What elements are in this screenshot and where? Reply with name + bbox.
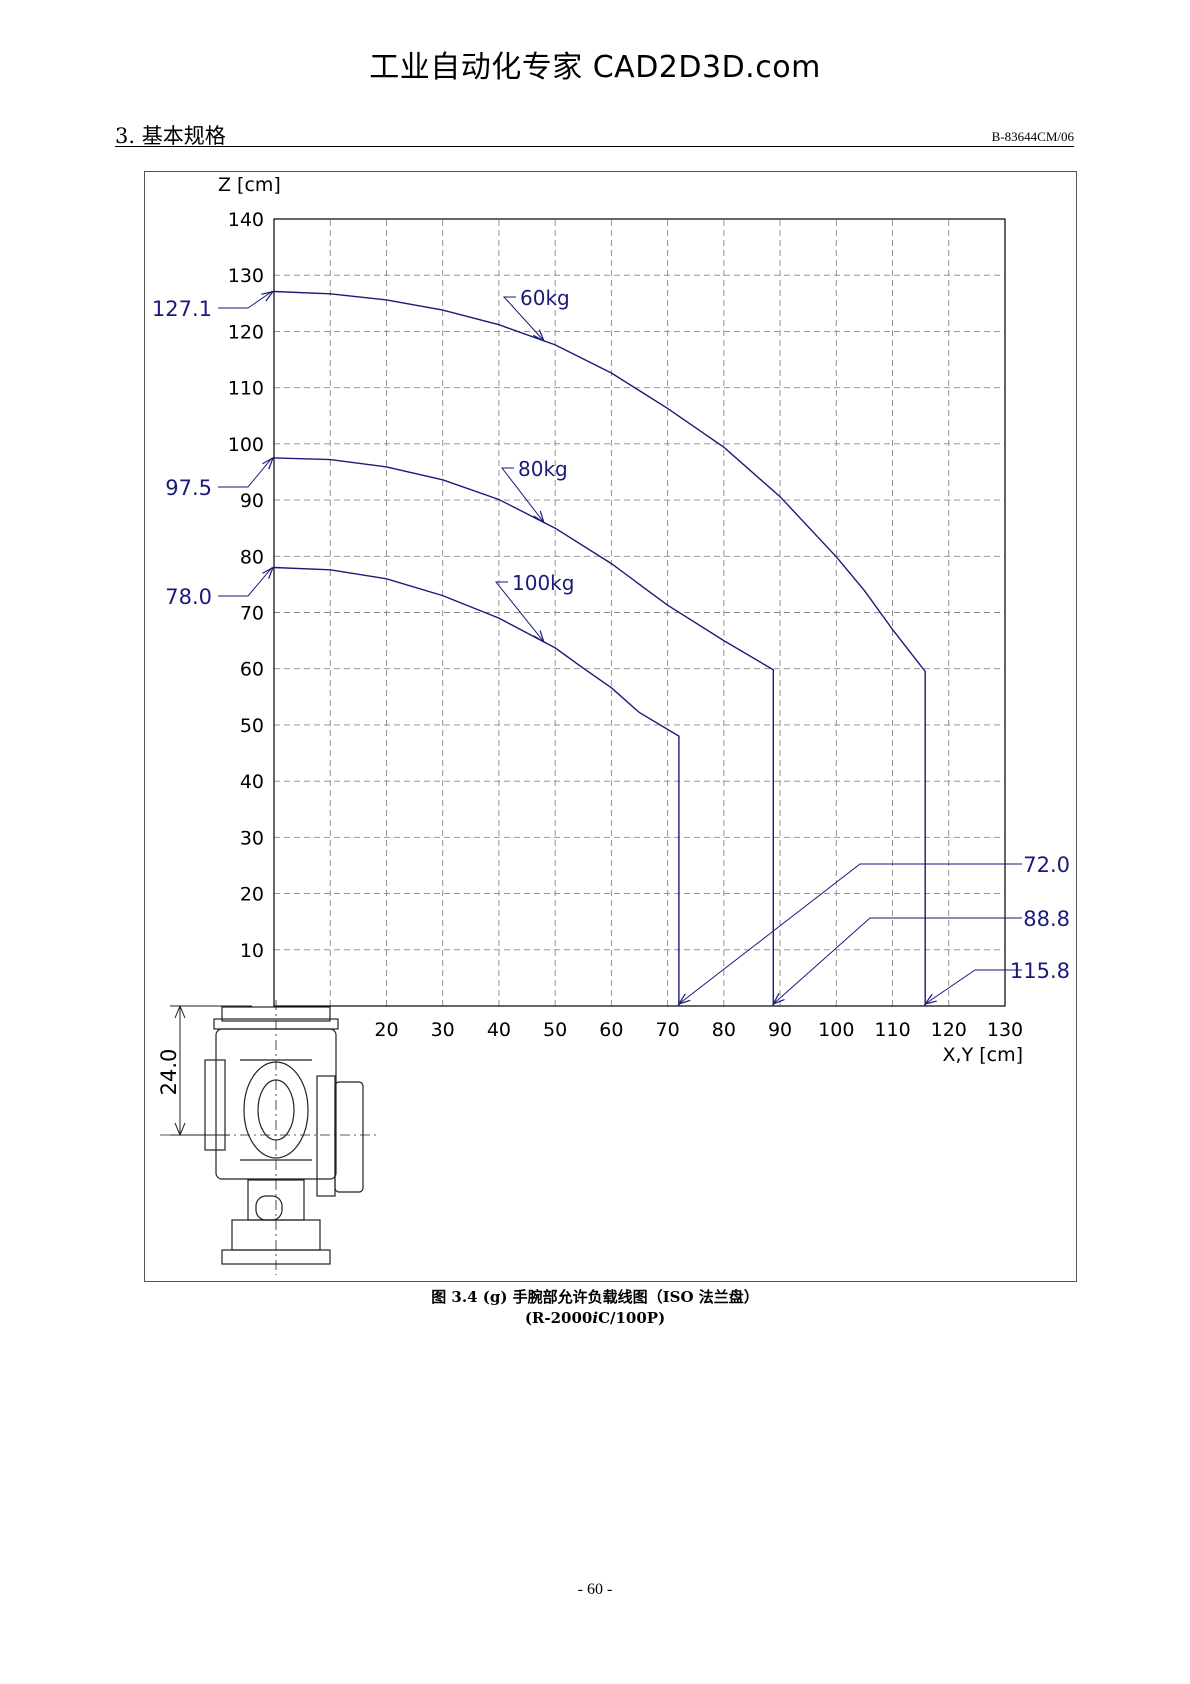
y-tick-label: 10 — [240, 940, 264, 962]
reach-arrow — [772, 993, 785, 1006]
caption-italic: i — [592, 1309, 599, 1327]
curve-60kg — [273, 290, 926, 1006]
reach-leader — [678, 863, 1022, 1005]
wrist-drawing — [160, 1000, 380, 1275]
series-label-leader — [502, 296, 545, 342]
reach-leader — [772, 917, 1022, 1005]
z-max-label: 127.1 — [152, 297, 212, 321]
y-tick-label: 110 — [228, 378, 264, 400]
curve-80kg — [273, 457, 774, 1006]
x-tick-label: 50 — [543, 1019, 567, 1041]
x-tick-label: 90 — [768, 1019, 792, 1041]
dimension-arrow-bottom — [174, 1122, 186, 1137]
series-label-leader — [494, 581, 545, 643]
dimension-arrow-top — [174, 1004, 186, 1019]
series-label-arrow — [533, 630, 546, 644]
x-tick-label: 80 — [712, 1019, 736, 1041]
plot-area-border — [273, 218, 1006, 1007]
x-tick-label: 130 — [987, 1019, 1023, 1041]
y-tick-label: 60 — [240, 659, 264, 681]
curve-100kg — [273, 566, 680, 1006]
label-layer: 60kg 80kg 100kg 127.1 97.5 78.0 72.0 88.8 115.8 — [152, 286, 1070, 1006]
page-number: - 60 - — [577, 1581, 613, 1598]
z-max-arrow — [262, 456, 275, 470]
y-tick-label: 130 — [228, 265, 264, 287]
x-tick-label: 120 — [931, 1019, 967, 1041]
figure-frame — [144, 171, 1077, 1282]
header-rule — [115, 146, 1074, 147]
series-label-arrow — [533, 329, 546, 343]
series-label: 100kg — [512, 571, 574, 595]
z-max-arrow — [261, 290, 275, 302]
x-tick-label: 110 — [874, 1019, 910, 1041]
series-label: 80kg — [518, 457, 568, 481]
wrist-dimension-label: 24.0 — [157, 1049, 181, 1096]
y-tick-label: 50 — [240, 715, 264, 737]
y-tick-label: 30 — [240, 827, 264, 849]
reach-arrow — [923, 993, 937, 1005]
z-max-arrow — [262, 566, 275, 579]
y-tick-label: 100 — [228, 434, 264, 456]
x-tick-label: 70 — [656, 1019, 680, 1041]
y-tick-label: 20 — [240, 884, 264, 906]
z-max-leader — [218, 567, 273, 597]
caption-prefix: (R-2000 — [524, 1309, 593, 1327]
y-tick-label: 140 — [228, 209, 264, 231]
grid-layer — [274, 219, 1005, 1006]
axis-layer: 20 30 40 50 60 70 80 90 100 110 120 130 10 20 30 40 50 60… — [218, 174, 1023, 1066]
z-max-leader — [218, 291, 273, 309]
y-tick-label: 120 — [228, 321, 264, 343]
caption-suffix: C/100P) — [598, 1309, 666, 1327]
x-tick-label: 40 — [487, 1019, 511, 1041]
x-tick-label: 30 — [431, 1019, 455, 1041]
z-max-label: 97.5 — [165, 476, 212, 500]
reach-label: 115.8 — [1010, 959, 1070, 983]
document-id: B-83644CM/06 — [991, 129, 1074, 144]
x-tick-label: 20 — [374, 1019, 398, 1041]
y-tick-label: 70 — [240, 603, 264, 625]
curve-layer — [273, 290, 926, 1006]
wrist-dimension: 24.0 — [157, 1004, 252, 1137]
series-label: 60kg — [520, 286, 570, 310]
reach-label: 88.8 — [1023, 907, 1070, 931]
reach-label: 72.0 — [1023, 853, 1070, 877]
y-tick-label: 90 — [240, 490, 264, 512]
x-tick-label: 60 — [599, 1019, 623, 1041]
series-label-leader — [500, 467, 545, 523]
figure-caption-line1: 图 3.4 (g) 手腕部允许负载线图（ISO 法兰盘） — [431, 1288, 759, 1306]
y-tick-label: 80 — [240, 546, 264, 568]
z-max-leader — [218, 457, 273, 488]
section-title: 3. 基本规格 — [115, 124, 226, 148]
reach-arrow — [677, 993, 691, 1006]
series-label-arrow — [533, 510, 545, 524]
y-tick-label: 40 — [240, 771, 264, 793]
z-max-label: 78.0 — [165, 585, 212, 609]
reach-leader — [924, 969, 1022, 1005]
x-tick-label: 100 — [818, 1019, 854, 1041]
y-axis-title: Z [cm] — [218, 174, 281, 196]
watermark-title: 工业自动化专家 CAD2D3D.com — [369, 50, 821, 85]
figure-caption-line2: (R-2000iC/100P) — [0, 1309, 1190, 1327]
x-axis-title: X,Y [cm] — [943, 1044, 1023, 1066]
